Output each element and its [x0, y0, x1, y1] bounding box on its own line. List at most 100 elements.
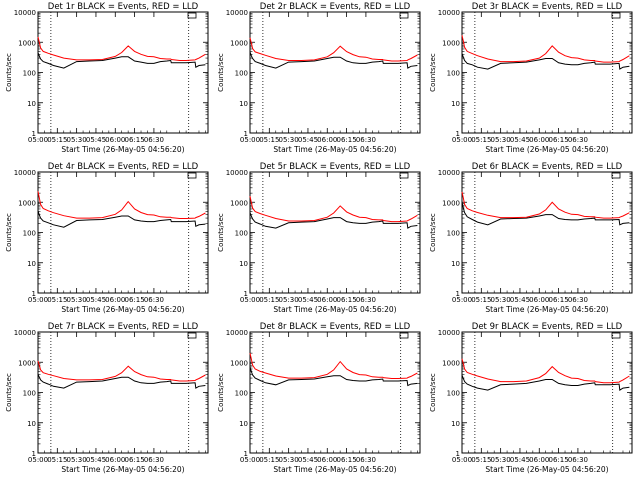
x-tick-label: 06:30	[568, 136, 588, 144]
x-tick-label: 06:00	[105, 296, 125, 304]
x-tick-label: 05:00	[240, 296, 260, 304]
plot-frame	[249, 11, 421, 134]
x-tick-label: 05:30	[67, 296, 87, 304]
x-tick-label: 05:15	[259, 296, 279, 304]
x-tick-label: 06:30	[144, 136, 164, 144]
y-tick-label: 1	[32, 450, 36, 458]
x-tick-label: 06:15	[336, 296, 356, 304]
x-tick-label: 06:15	[336, 456, 356, 464]
events-series-line	[461, 374, 630, 391]
x-tick-label: 05:45	[510, 296, 530, 304]
detector-panel: Det 6r BLACK = Events, RED = LLD 1 10 100 10…	[429, 162, 633, 314]
y-tick-label: 100	[447, 70, 460, 78]
plot-frame	[249, 171, 421, 294]
x-tick-label: 05:45	[298, 456, 318, 464]
y-axis-label: Counts/sec	[429, 53, 437, 92]
x-tick-label: 06:15	[124, 296, 144, 304]
y-tick-label: 1000	[442, 199, 460, 207]
y-tick-label: 10000	[438, 169, 460, 177]
y-tick-label: 10	[451, 260, 460, 268]
x-tick-label: 06:15	[548, 296, 568, 304]
plot-frame	[37, 171, 209, 294]
y-tick-label: 10000	[14, 329, 36, 337]
x-axis-label: Start Time (26-May-05 04:56:20)	[273, 145, 396, 154]
detector-panel: Det 3r BLACK = Events, RED = LLD 1 10 100 10…	[429, 2, 633, 154]
y-tick-label: 10	[27, 420, 36, 428]
x-tick-label: 05:45	[86, 456, 106, 464]
plot-frame	[249, 331, 421, 454]
x-tick-label: 06:15	[124, 136, 144, 144]
events-series-line	[461, 53, 630, 70]
y-tick-label: 1	[456, 290, 460, 298]
lld-series-line	[249, 195, 418, 223]
events-series-line	[249, 51, 418, 69]
x-tick-label: 06:00	[529, 296, 549, 304]
x-tick-label: 05:00	[28, 136, 48, 144]
y-tick-label: 1	[456, 450, 460, 458]
x-tick-label: 05:30	[279, 456, 299, 464]
x-tick-label: 06:15	[548, 456, 568, 464]
events-series-line	[249, 366, 418, 387]
x-tick-label: 06:00	[317, 456, 337, 464]
x-tick-label: 05:00	[452, 296, 472, 304]
plot-title: Det 8r BLACK = Events, RED = LLD	[260, 322, 411, 332]
y-tick-label: 10	[239, 260, 248, 268]
y-tick-label: 10000	[14, 169, 36, 177]
x-tick-label: 05:45	[298, 136, 318, 144]
x-tick-label: 05:15	[47, 456, 67, 464]
lld-series-line	[461, 191, 630, 219]
lld-series-line	[37, 191, 206, 219]
plot-title: Det 1r BLACK = Events, RED = LLD	[48, 2, 199, 12]
legend-box	[187, 172, 197, 179]
x-axis-label: Start Time (26-May-05 04:56:20)	[61, 465, 184, 474]
events-series-line	[37, 210, 206, 228]
x-tick-label: 05:15	[47, 136, 67, 144]
x-axis-label: Start Time (26-May-05 04:56:20)	[273, 465, 396, 474]
lld-series-line	[37, 36, 206, 61]
x-tick-label: 05:15	[259, 456, 279, 464]
x-axis-label: Start Time (26-May-05 04:56:20)	[485, 305, 608, 314]
x-axis-label: Start Time (26-May-05 04:56:20)	[273, 305, 396, 314]
y-axis-label: Counts/sec	[217, 53, 225, 92]
x-tick-label: 06:30	[568, 296, 588, 304]
x-tick-label: 06:15	[124, 456, 144, 464]
x-tick-label: 05:00	[452, 456, 472, 464]
x-tick-label: 05:15	[471, 456, 491, 464]
x-tick-label: 05:45	[298, 296, 318, 304]
legend-box	[399, 332, 409, 339]
x-tick-label: 05:30	[67, 136, 87, 144]
y-tick-label: 10	[451, 100, 460, 108]
lld-series-line	[461, 35, 630, 63]
y-tick-label: 1000	[230, 199, 248, 207]
x-tick-label: 06:00	[317, 136, 337, 144]
x-tick-label: 05:30	[491, 456, 511, 464]
x-tick-label: 06:30	[356, 456, 376, 464]
events-series-line	[461, 202, 630, 226]
plot-title: Det 6r BLACK = Events, RED = LLD	[472, 162, 623, 172]
plot-title: Det 7r BLACK = Events, RED = LLD	[48, 322, 199, 332]
y-tick-label: 100	[23, 390, 36, 398]
lld-series-line	[249, 352, 418, 379]
plot-title: Det 2r BLACK = Events, RED = LLD	[260, 2, 411, 12]
events-series-line	[37, 52, 206, 69]
y-tick-label: 1000	[442, 359, 460, 367]
legend-box	[399, 12, 409, 19]
x-tick-label: 06:00	[529, 136, 549, 144]
y-tick-label: 1000	[442, 39, 460, 47]
detector-panel: Det 5r BLACK = Events, RED = LLD 1 10 100 10…	[217, 162, 421, 314]
plot-title: Det 4r BLACK = Events, RED = LLD	[48, 162, 199, 172]
y-tick-label: 1	[244, 290, 248, 298]
x-tick-label: 05:00	[240, 136, 260, 144]
x-tick-label: 05:00	[28, 456, 48, 464]
y-tick-label: 1000	[18, 359, 36, 367]
detector-panel: Det 4r BLACK = Events, RED = LLD 1 10 100 10…	[5, 162, 209, 314]
plot-frame	[461, 171, 633, 294]
y-tick-label: 10	[27, 100, 36, 108]
y-tick-label: 100	[235, 390, 248, 398]
x-tick-label: 05:00	[452, 136, 472, 144]
x-tick-label: 06:00	[105, 136, 125, 144]
x-tick-label: 06:30	[356, 136, 376, 144]
x-tick-label: 06:30	[356, 296, 376, 304]
y-tick-label: 1	[244, 450, 248, 458]
y-tick-label: 10000	[226, 329, 248, 337]
